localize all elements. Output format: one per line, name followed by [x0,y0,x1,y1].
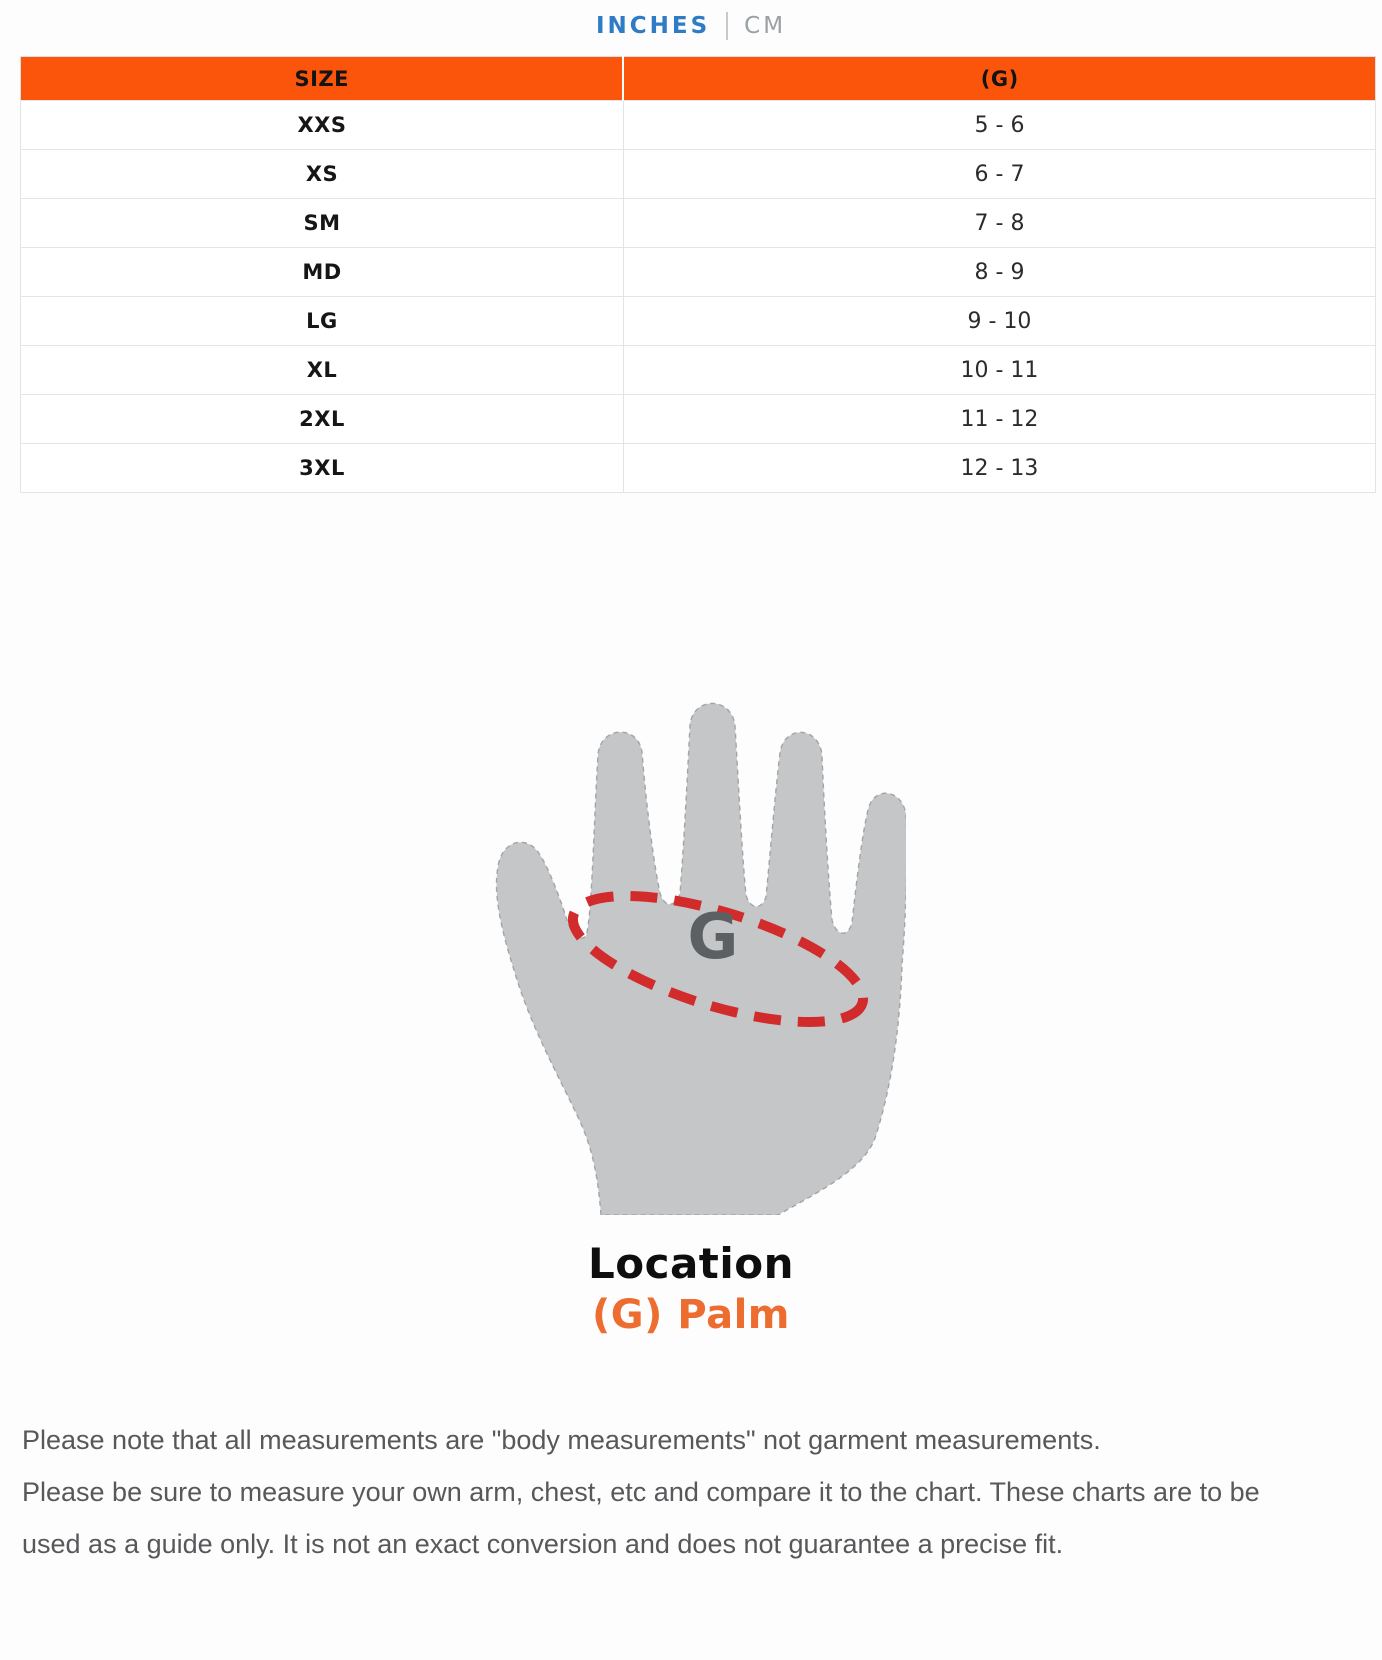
table-row: XS 6 - 7 [20,149,1377,199]
size-cell: XXS [20,100,624,150]
toggle-divider [726,12,729,40]
footnote-line-1: Please note that all measurements are "b… [22,1425,1101,1455]
footnote-continuation: Please be sure to measure your own arm, … [22,1477,1260,1559]
measurement-cell: 10 - 11 [622,345,1377,395]
size-cell: 3XL [20,443,624,493]
tab-inches[interactable]: INCHES [595,13,711,39]
measurement-cell: 9 - 10 [622,296,1377,346]
table-row: XXS 5 - 6 [20,100,1377,150]
measurement-cell: 5 - 6 [622,100,1377,150]
hand-silhouette-icon [495,702,906,1215]
measurement-column-header: (G) [622,56,1376,101]
measurement-cell: 11 - 12 [622,394,1377,444]
tab-cm[interactable]: CM [744,13,787,39]
table-row: MD 8 - 9 [20,247,1377,297]
location-title: Location [587,1239,795,1288]
table-row: SM 7 - 8 [20,198,1377,248]
location-value: (G) Palm [592,1292,790,1338]
measurement-cell: 12 - 13 [622,443,1377,493]
size-cell: MD [20,247,624,297]
table-row: 3XL 12 - 13 [20,443,1377,493]
size-cell: XL [20,345,624,395]
units-toggle: INCHES CM [0,0,1382,40]
size-cell: XS [20,149,624,199]
table-row: XL 10 - 11 [20,345,1377,395]
palm-measurement-ellipse [567,890,869,1028]
size-column-header: SIZE [20,56,624,101]
hand-illustration-icon: G [495,702,906,1215]
footnote-text: Please note that all measurements are "b… [22,1414,1278,1570]
measurement-cell: 8 - 9 [622,247,1377,297]
measurement-figure: G Location (G) Palm [0,695,1382,1338]
measurement-cell: 7 - 8 [622,198,1377,248]
size-cell: LG [20,296,624,346]
table-row: 2XL 11 - 12 [20,394,1377,444]
table-row: LG 9 - 10 [20,296,1377,346]
measurement-cell: 6 - 7 [622,149,1377,199]
size-cell: SM [20,198,624,248]
size-cell: 2XL [20,394,624,444]
palm-marker-letter: G [688,900,739,973]
table-header-row: SIZE (G) [20,56,1376,101]
size-table: SIZE (G) XXS 5 - 6 XS 6 - 7 SM 7 - 8 MD … [20,56,1377,493]
